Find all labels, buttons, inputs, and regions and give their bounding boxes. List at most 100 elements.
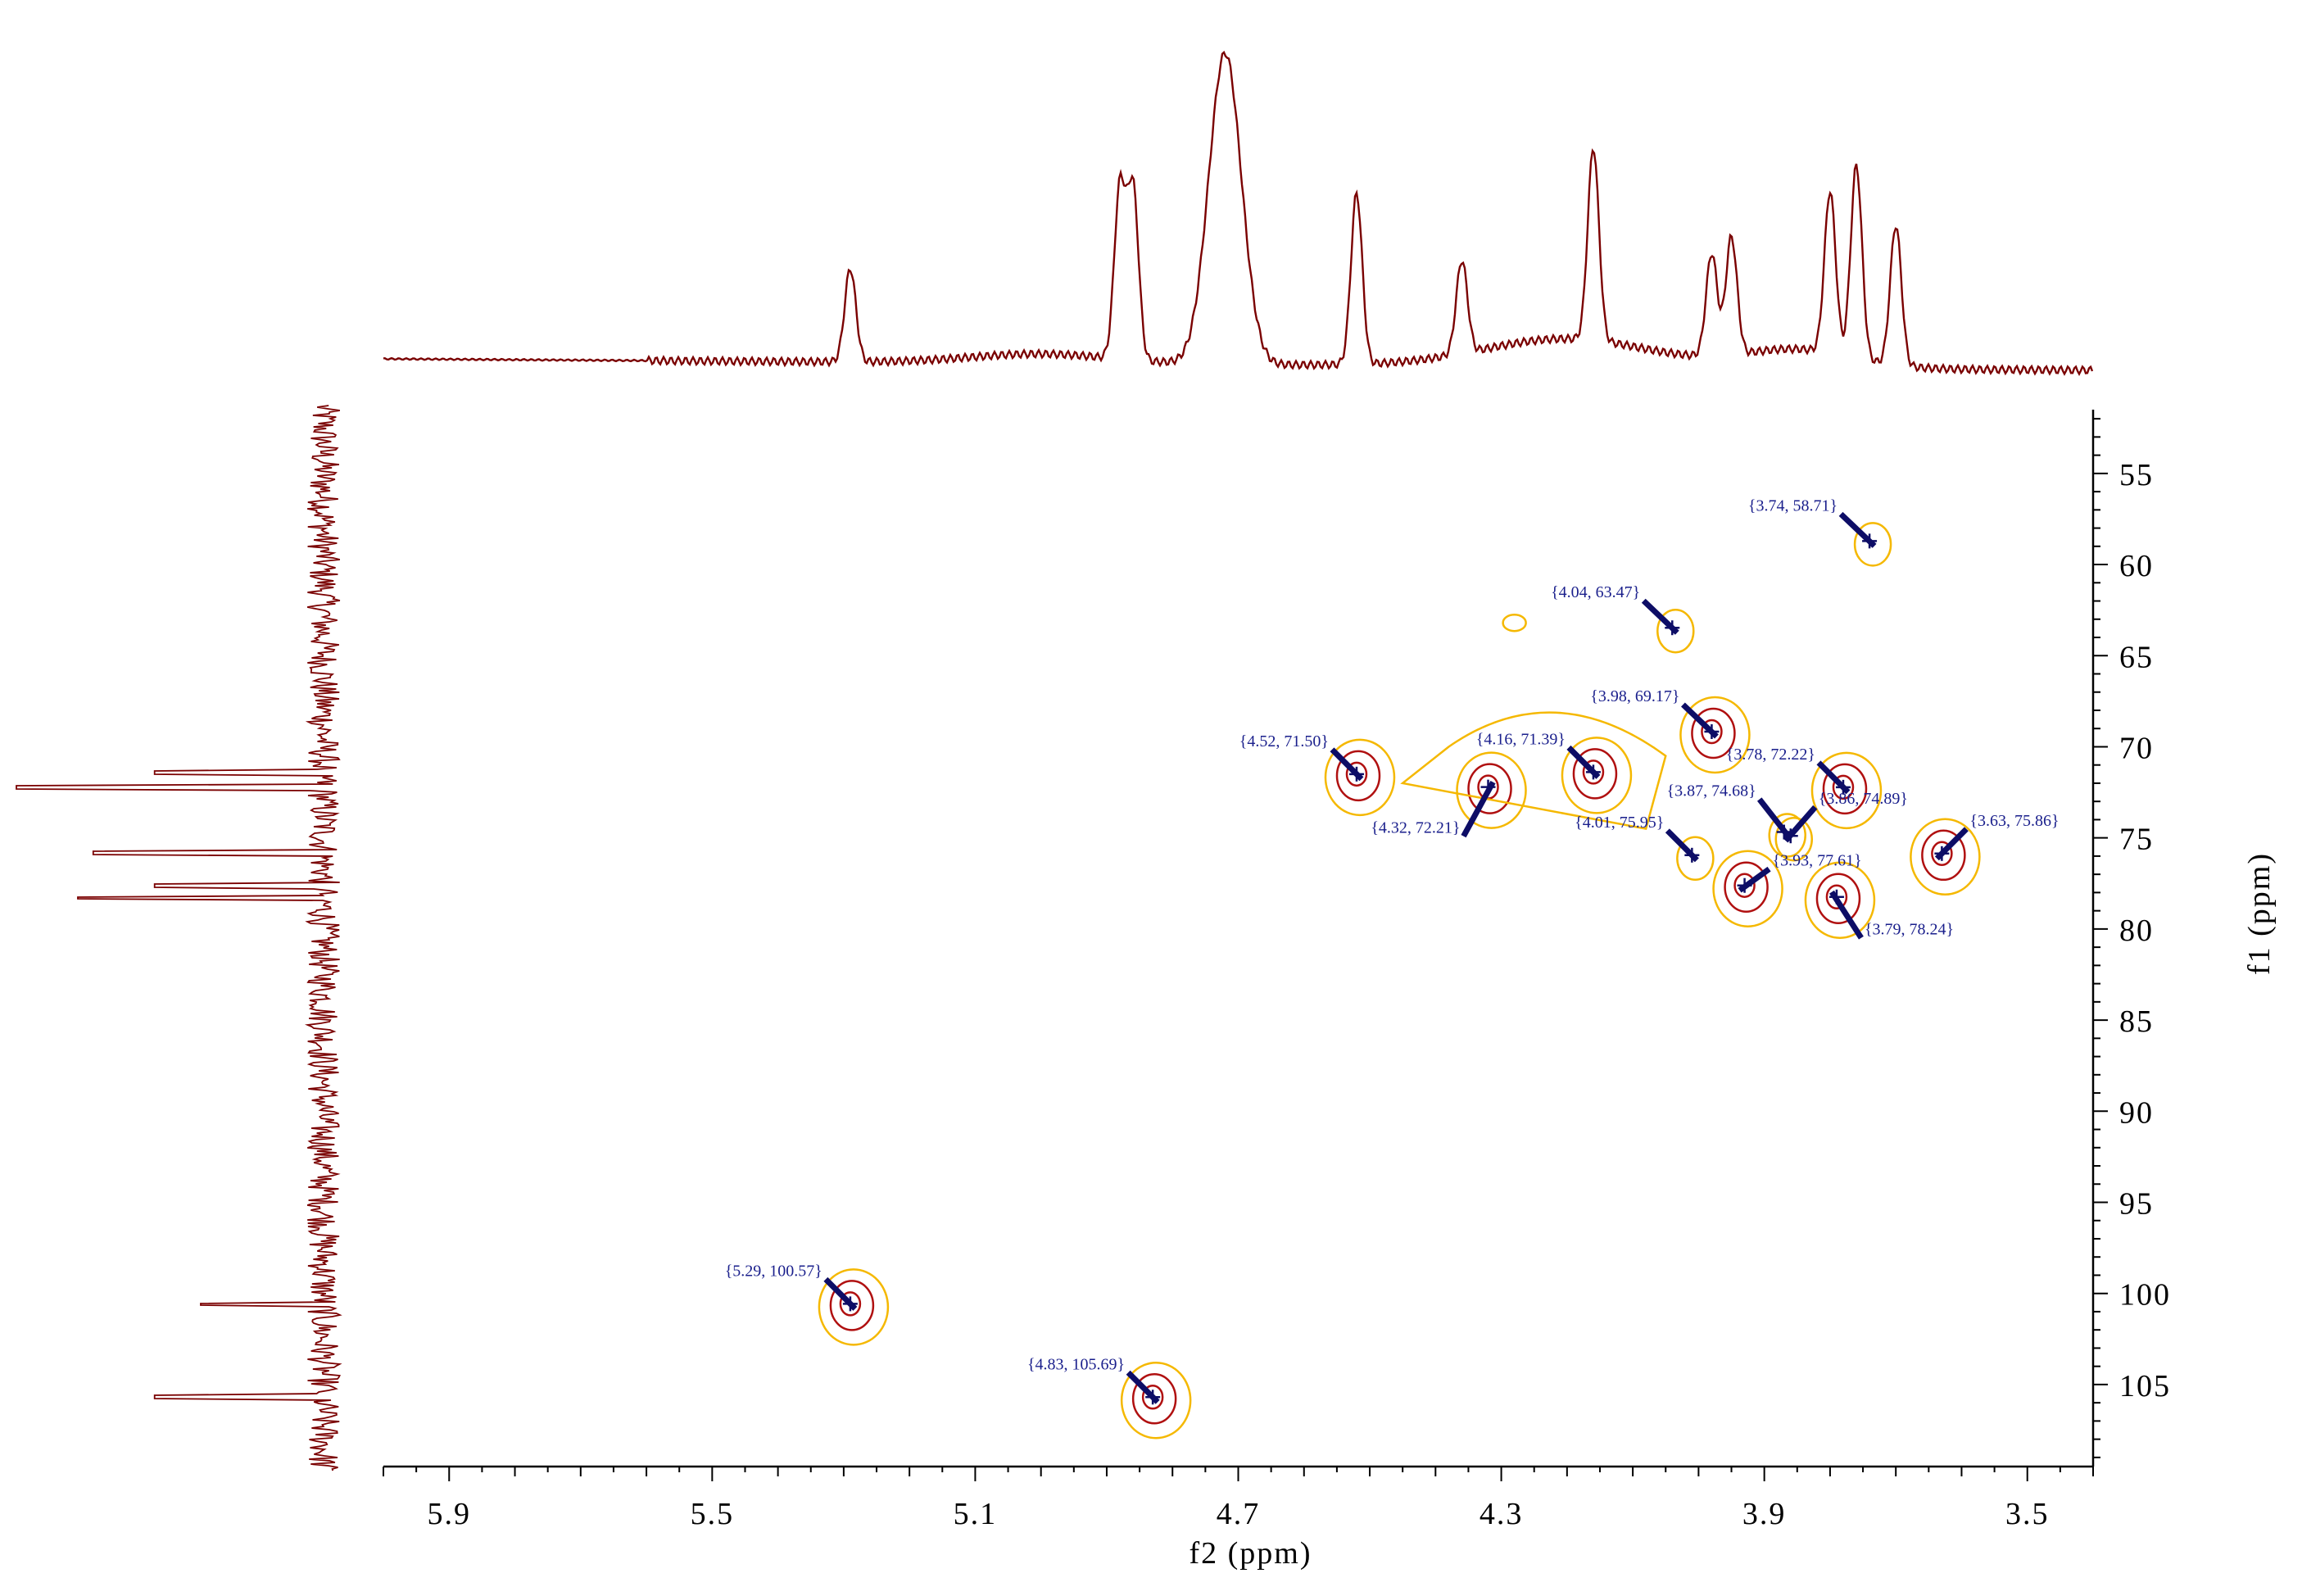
x-tick-label: 5.9 <box>428 1497 472 1531</box>
contour-inner-ring <box>1582 759 1605 785</box>
contour-outer-ring <box>1910 818 1981 896</box>
y-tick-label: 65 <box>2119 640 2154 674</box>
contour-mid-ring <box>1572 748 1618 800</box>
y-axis: 55 60 65 70 75 80 85 90 95 100 105 <box>2091 410 2171 1467</box>
y-tick-label: 70 <box>2119 731 2154 765</box>
contour-inner-ring <box>1345 761 1368 787</box>
y-tick-label: 95 <box>2119 1187 2154 1222</box>
contour-3 <box>1324 738 1396 817</box>
peak-label: {4.83, 105.69} <box>1027 1355 1125 1373</box>
peak-label: {4.01, 75.95} <box>1575 814 1664 832</box>
contour-inner-ring <box>1825 884 1848 909</box>
y-tick-label: 80 <box>2119 914 2154 948</box>
peak-arrow <box>1566 745 1601 779</box>
contour-5 <box>1810 751 1883 830</box>
contour-mid-ring <box>1691 707 1736 759</box>
contour-outer-ring <box>1656 608 1695 654</box>
peak-label: {3.78, 72.22} <box>1726 746 1815 764</box>
contour-7 <box>1768 813 1806 858</box>
contour-layer <box>818 522 1981 1440</box>
contour-outer-ring <box>1774 816 1814 862</box>
contour-outer-ring <box>1456 751 1527 829</box>
peak-arrow <box>1681 702 1719 739</box>
contour-outer-ring <box>1676 836 1715 882</box>
peak-label: {3.87, 74.68} <box>1667 782 1756 800</box>
x-tick-label: 4.7 <box>1217 1497 1261 1531</box>
x-tick-label: 4.3 <box>1480 1497 1524 1531</box>
contour-mid-ring <box>829 1280 875 1331</box>
h1-projection-trace <box>383 50 2094 376</box>
contour-mid-ring <box>1131 1373 1177 1425</box>
contour-mid-ring <box>1822 763 1868 815</box>
contour-outer-ring <box>1768 813 1806 858</box>
peak-label: {3.98, 69.17} <box>1590 687 1679 705</box>
contour-9 <box>1676 836 1715 882</box>
peak-arrow <box>1838 511 1877 548</box>
y-tick-label: 100 <box>2119 1278 2171 1313</box>
peak-label: {3.79, 78.24} <box>1865 921 1954 939</box>
contour-mid-ring <box>1921 829 1966 882</box>
contour-broad <box>1400 711 1667 830</box>
peak-label: {3.93, 77.61} <box>1773 852 1862 870</box>
y-tick-label: 75 <box>2119 823 2154 857</box>
peak-label: {3.86, 74.89} <box>1819 790 1908 808</box>
peak-arrow <box>1738 866 1771 893</box>
contour-outer-ring <box>1712 850 1783 927</box>
peak-arrow <box>1816 760 1851 795</box>
contour-outer-ring <box>1561 737 1633 814</box>
contour-8 <box>1774 816 1814 862</box>
contour-outer-ring <box>1120 1362 1192 1440</box>
peak-label: {4.16, 71.39} <box>1476 730 1566 748</box>
y-tick-label: 85 <box>2119 1004 2154 1039</box>
contour-inner-ring <box>1141 1385 1164 1410</box>
y-axis-title: f1 (ppm) <box>2242 852 2277 975</box>
x-tick-label: 3.5 <box>2005 1497 2050 1531</box>
y-tick-label: 105 <box>2119 1369 2171 1403</box>
y-tick-label: 90 <box>2119 1095 2154 1130</box>
peak-label: {5.29, 100.57} <box>725 1262 822 1280</box>
peak-arrow <box>823 1276 858 1311</box>
contour-inner-ring <box>1701 719 1723 745</box>
peak-label-layer: {3.74, 58.71} {4.04, 63.47} {3.98, 69.17} {… <box>725 496 2060 1373</box>
contour-10 <box>1910 818 1981 896</box>
contour-inner-ring <box>1832 774 1855 800</box>
peak-label: {3.63, 75.86} <box>1969 812 2059 830</box>
peak-label: {4.52, 71.50} <box>1239 732 1329 750</box>
peak-arrow <box>1829 890 1864 940</box>
y-tick-label: 55 <box>2119 458 2154 492</box>
peak-label: {3.74, 58.71} <box>1748 496 1838 515</box>
contour-12 <box>1804 861 1876 939</box>
contour-minor <box>1502 613 1527 633</box>
contour-mid-ring <box>1815 873 1861 924</box>
x-axis: 5.9 5.5 5.1 4.7 4.3 3.9 3.5 <box>383 1465 2094 1531</box>
peak-arrow <box>1934 827 1969 861</box>
contour-6 <box>1456 751 1527 829</box>
peak-arrow <box>1641 598 1679 635</box>
contour-2 <box>1679 696 1751 774</box>
x-axis-title: f2 (ppm) <box>1189 1536 1312 1571</box>
contour-0 <box>1853 522 1892 567</box>
contour-outer-ring <box>1324 738 1396 817</box>
contour-outer-ring <box>1853 522 1892 567</box>
contour-mid-ring <box>1724 861 1769 913</box>
peak-arrow <box>1126 1370 1160 1404</box>
contour-inner-ring <box>839 1291 862 1317</box>
contour-outer-ring <box>1679 696 1751 774</box>
peak-arrow <box>1783 805 1818 843</box>
peak-arrow <box>1330 747 1364 782</box>
contour-11 <box>1712 850 1783 927</box>
x-tick-label: 5.1 <box>954 1497 998 1531</box>
peak-arrow <box>1756 797 1792 839</box>
peak-arrow <box>1665 828 1699 863</box>
contour-4 <box>1561 737 1633 814</box>
peak-arrow <box>1461 780 1496 838</box>
contour-outer-ring <box>1804 861 1876 939</box>
contour-13 <box>818 1268 890 1346</box>
x-tick-label: 3.9 <box>1742 1497 1787 1531</box>
contour-inner-ring <box>1931 841 1953 867</box>
peak-marker-layer <box>823 511 1969 1405</box>
contour-mid-ring <box>1335 750 1381 802</box>
peak-label: {4.32, 72.21} <box>1371 819 1460 837</box>
peak-label: {4.04, 63.47} <box>1551 583 1640 601</box>
